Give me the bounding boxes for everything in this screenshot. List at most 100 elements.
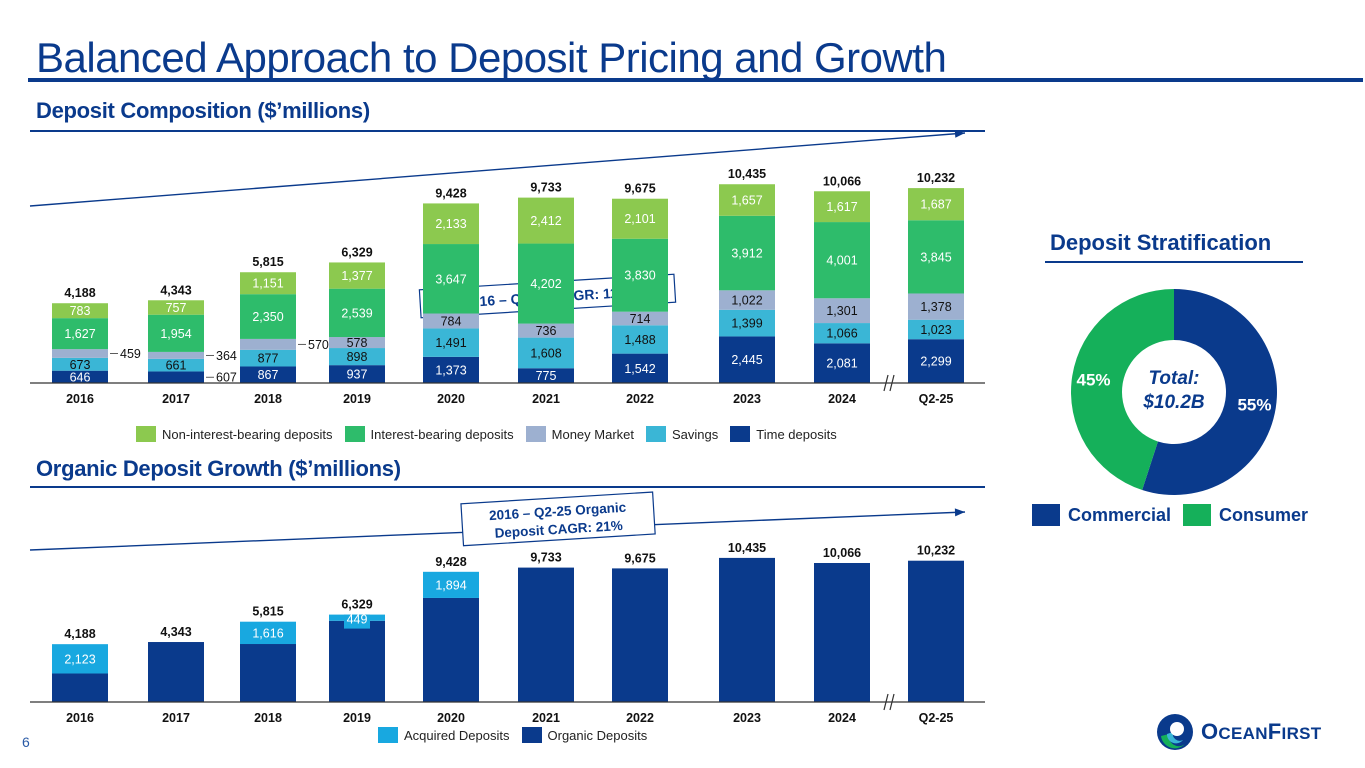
x-tick-label: 2016 xyxy=(66,392,94,406)
bar-segment-time xyxy=(612,353,668,383)
x-tick-label: 2024 xyxy=(828,711,856,725)
bar-segment-time xyxy=(908,339,964,383)
data-label: 714 xyxy=(630,312,651,326)
data-label: 3,845 xyxy=(920,250,951,264)
composition-title: Deposit Composition ($’millions) xyxy=(36,98,370,123)
bar-segment-organic xyxy=(719,557,775,702)
bar-segment-organic xyxy=(329,620,385,702)
data-label: 1,488 xyxy=(624,333,655,347)
composition-title-rule xyxy=(30,130,985,132)
data-label: 3,647 xyxy=(435,272,466,286)
bar-segment-non-interest xyxy=(148,300,204,315)
data-label: 578 xyxy=(347,336,368,350)
bar-segment-non-interest xyxy=(814,191,870,223)
total-label: 6,329 xyxy=(341,245,372,259)
x-tick-label: Q2-25 xyxy=(919,711,954,725)
legend-item-time: Time deposits xyxy=(730,426,837,442)
x-tick-label: 2017 xyxy=(162,711,190,725)
total-label: 10,232 xyxy=(917,544,955,558)
x-tick-label: Q2-25 xyxy=(919,392,954,406)
bar-segment-organic xyxy=(518,567,574,702)
data-label: 1,627 xyxy=(64,327,95,341)
bar-segment-interest xyxy=(719,215,775,291)
bar-segment-non-interest xyxy=(52,303,108,319)
data-label: 1,657 xyxy=(731,194,762,208)
total-label: 4,188 xyxy=(64,286,95,300)
total-label: 9,733 xyxy=(530,181,561,195)
data-label: 1,616 xyxy=(252,626,283,640)
data-label: 1,491 xyxy=(435,336,466,350)
legend-item-savings: Savings xyxy=(646,426,718,442)
data-label: 646 xyxy=(70,370,91,384)
donut-center-label-1: Total: xyxy=(1148,368,1199,389)
data-label: 1,023 xyxy=(920,323,951,337)
bar-segment-interest xyxy=(814,222,870,299)
bar-segment-time xyxy=(148,371,204,383)
data-label: 3,830 xyxy=(624,269,655,283)
label-backdrop xyxy=(344,614,370,629)
bar-segment-savings xyxy=(52,357,108,371)
bar-segment-interest xyxy=(908,220,964,294)
data-label: 1,954 xyxy=(160,327,191,341)
donut-slice-commercial xyxy=(1142,289,1278,495)
bar-segment-interest xyxy=(240,294,296,339)
bar-segment-organic xyxy=(240,644,296,702)
oceanfirst-wave-icon xyxy=(1157,714,1193,750)
total-label: 10,066 xyxy=(823,174,861,188)
total-label: 5,815 xyxy=(252,605,283,619)
data-label-outside: 364 xyxy=(216,349,237,363)
data-label: 1,373 xyxy=(435,363,466,377)
legend-item-acquired: Acquired Deposits xyxy=(378,727,510,743)
bar-segment-savings xyxy=(329,348,385,366)
total-label: 4,188 xyxy=(64,627,95,641)
data-label: 783 xyxy=(70,304,91,318)
data-label: 1,542 xyxy=(624,362,655,376)
bar-segment-money-market xyxy=(148,351,204,359)
bar-segment-acquired xyxy=(423,571,479,598)
bar-segment-money-market xyxy=(719,290,775,310)
bar-segment-non-interest xyxy=(518,197,574,244)
bar-segment-savings xyxy=(908,319,964,340)
total-label: 9,428 xyxy=(435,555,466,569)
bar-segment-non-interest xyxy=(908,188,964,221)
data-label: 4,001 xyxy=(826,254,857,268)
bar-segment-acquired xyxy=(52,644,108,674)
data-label: 673 xyxy=(70,358,91,372)
x-tick-label: 2020 xyxy=(437,392,465,406)
bar-segment-money-market xyxy=(423,313,479,329)
total-label: 10,066 xyxy=(823,546,861,560)
bar-segment-organic xyxy=(423,597,479,702)
organic-legend: Acquired Deposits Organic Deposits xyxy=(378,727,659,743)
legend-item-interest: Interest-bearing deposits xyxy=(344,426,514,442)
page-title: Balanced Approach to Deposit Pricing and… xyxy=(36,34,947,81)
data-label: 1,687 xyxy=(920,198,951,212)
total-label: 10,435 xyxy=(728,167,766,181)
bar-segment-savings xyxy=(148,358,204,372)
total-label: 9,675 xyxy=(624,551,655,565)
legend-item-consumer: Consumer xyxy=(1183,504,1308,526)
x-tick-label: 2023 xyxy=(733,711,761,725)
total-label: 9,733 xyxy=(530,551,561,565)
donut-slice-consumer xyxy=(1071,289,1174,490)
x-tick-label: 2022 xyxy=(626,392,654,406)
bar-segment-time xyxy=(240,366,296,383)
bar-segment-savings xyxy=(240,349,296,367)
bar-segment-time xyxy=(329,365,385,383)
data-label: 1,022 xyxy=(731,294,762,308)
cagr-arrow-head xyxy=(954,130,965,138)
logo-text: OCEANFIRST xyxy=(1201,719,1322,744)
bar-segment-time xyxy=(423,356,479,383)
legend-item-organic: Organic Deposits xyxy=(521,727,647,743)
data-label: 2,445 xyxy=(731,353,762,367)
bar-segment-organic xyxy=(52,673,108,702)
bar-segment-interest xyxy=(518,243,574,324)
bar-segment-interest xyxy=(423,244,479,314)
x-tick-label: 2021 xyxy=(532,711,560,725)
organic-chart: 2016 – Q2-25 Organic Deposit CAGR: 21% 2… xyxy=(29,491,985,725)
bar-segment-time xyxy=(518,368,574,383)
axis-break-mark xyxy=(883,374,889,392)
data-label: 1,301 xyxy=(826,304,857,318)
composition-chart: 2016 – Q2-25 CAGR: 11% 6466734591,627783… xyxy=(29,130,985,406)
bar-segment-savings xyxy=(814,323,870,344)
stratification-donut: Total: $10.2B 55% 45% xyxy=(1071,289,1278,495)
